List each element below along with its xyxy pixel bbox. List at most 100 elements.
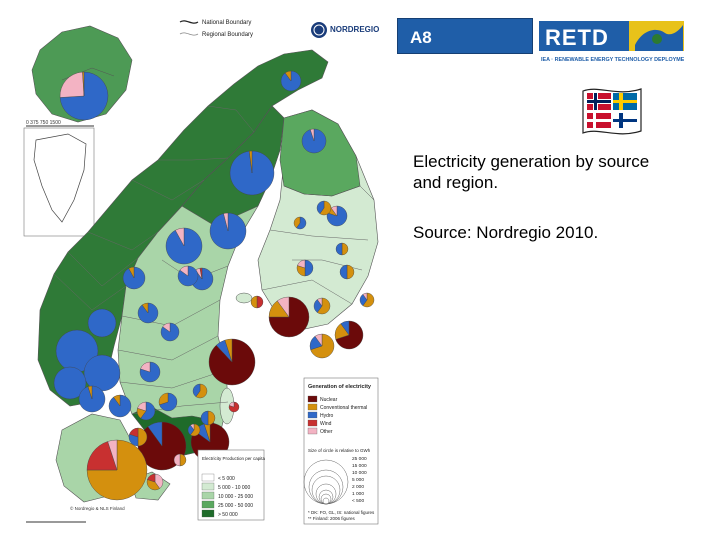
pie-more [122, 266, 146, 290]
pie-slice-other [276, 296, 290, 318]
pie-satakunta [268, 296, 310, 338]
pie-norrbotten [301, 128, 327, 154]
pie-slice-hydro [139, 361, 161, 383]
svg-text:IEA · RENEWABLE ENERGY TECHNOL: IEA · RENEWABLE ENERGY TECHNOLOGY DEPLOY… [541, 57, 684, 63]
pie-slice-conv [195, 383, 208, 399]
pie-slice-conv [158, 392, 169, 406]
nordic-electricity-map: 0 375 750 1500 National Boundary Regiona… [21, 9, 381, 527]
pie-kainuu [293, 216, 307, 230]
pie-telemark [87, 308, 117, 338]
size-label-0: 25 000 [352, 456, 367, 462]
size-label-4: 2 000 [352, 484, 364, 490]
pie-jonkoping [173, 453, 187, 467]
pie-slice-hydro [339, 264, 348, 280]
nordic-flags-icon [582, 88, 642, 135]
production-swatch-1 [201, 482, 215, 491]
production-legend: Electricity Production per capita < 5 00… [197, 449, 266, 521]
svg-text:Electricity Production per cap: Electricity Production per capita [202, 456, 266, 461]
production-swatch-4 [201, 509, 215, 518]
pie-slice-conv [310, 333, 335, 359]
pie-slice-hydro [159, 392, 178, 412]
legend-swatch-2 [307, 411, 318, 419]
pie-karelia [335, 242, 349, 256]
map-canvas: 0 375 750 1500 National Boundary Regiona… [21, 9, 381, 527]
pie-slice-other [59, 71, 85, 98]
pie-slice-conv [146, 479, 160, 491]
pie-vasternorrland [177, 265, 199, 287]
svg-text:NORDREGIO: NORDREGIO [330, 25, 379, 34]
slide-number: A8 [410, 28, 432, 47]
pie-ostergotland [187, 423, 201, 437]
pie-sognefjordane [83, 354, 121, 392]
pie-kalmar [137, 421, 187, 471]
svg-text:** Finland: 2006 figures: ** Finland: 2006 figures [308, 516, 356, 521]
legend-label-1: Conventional thermal [320, 405, 367, 411]
pie-slice-other [140, 361, 151, 373]
pie-slice-conv [250, 295, 258, 309]
slide-number-tag: A8 [397, 18, 533, 54]
pie-iceland [59, 71, 109, 121]
size-label-2: 10 000 [352, 470, 367, 476]
slide-source: Source: Nordregio 2010. [413, 223, 599, 242]
pie-slice-conv [113, 394, 121, 407]
aland-island [235, 292, 253, 304]
production-label-2: 10 000 - 25 000 [218, 494, 253, 500]
pie-slice-conv [293, 216, 301, 229]
legend-label-3: Wind [320, 421, 332, 427]
pie-slice-other [317, 297, 323, 307]
pie-slice-hydro [326, 205, 348, 227]
production-swatch-3 [201, 500, 215, 509]
pie-slice-conv [284, 70, 292, 82]
size-label-6: < 500 [352, 498, 364, 504]
pie-vasterbotten [165, 227, 203, 265]
pie-slice-wind [256, 295, 264, 309]
size-circle-6 [322, 497, 330, 505]
pie-slice-other [190, 423, 195, 431]
nordregio-logo: NORDREGIO [311, 22, 379, 38]
pie-slice-conv [190, 423, 201, 437]
pie-slice-conv [137, 427, 148, 447]
pie-slice-hydro [87, 308, 117, 338]
legend-label-4: Other [320, 429, 333, 435]
pie-keskisuomi [339, 264, 355, 280]
legend-swatch-0 [307, 395, 318, 403]
pie-slice-other [310, 128, 315, 142]
pie-hedmark [160, 322, 180, 342]
pie-slice-other [137, 401, 147, 412]
pie-slice-other [107, 439, 118, 471]
pie-rogaland [53, 366, 87, 400]
size-label-3: 5 000 [352, 477, 364, 483]
pie-slice-conv [362, 292, 375, 308]
pie-uusimaa [334, 320, 364, 350]
pie-slice-other [173, 453, 181, 467]
pie-oulu [296, 259, 314, 277]
pie-kymenlaakso [309, 333, 335, 359]
production-label-4: > 50 000 [218, 512, 238, 518]
generation-legend: Generation of electricity Nuclear Convent… [303, 377, 379, 525]
pie-slice-other [179, 265, 189, 277]
production-label-1: 5 000 - 10 000 [218, 485, 250, 491]
pie-chart-layer [53, 70, 375, 501]
pie-slice-conv [179, 453, 187, 467]
pie-slice-hydro [59, 71, 109, 121]
pie-slice-hydro [200, 410, 209, 426]
pie-slice-other [175, 227, 185, 247]
pie-slice-hydro [296, 216, 307, 230]
pie-slice-conv [128, 266, 135, 279]
pie-slice-other [362, 292, 368, 301]
pie-gavleborg [136, 401, 156, 421]
copyright-text: © Nordregio & NLS Finland [70, 505, 125, 511]
legend-label-0: Nuclear [320, 397, 338, 403]
pie-slice-conv [141, 302, 149, 314]
pie-slice-hydro [316, 200, 325, 214]
pie-trondelag [137, 302, 159, 324]
regional-boundary-label: Regional Boundary [202, 32, 253, 38]
pie-nordland2 [209, 212, 247, 250]
svg-text:Generation of electricity: Generation of electricity [308, 384, 372, 390]
pie-slice-conv [317, 297, 331, 315]
pie-finnish-wind [250, 295, 264, 309]
pie-slice-hydro [53, 366, 87, 400]
pie-slice-wind [199, 267, 203, 280]
pie-slice-other [228, 401, 235, 408]
pie-slice-conv [87, 385, 93, 400]
